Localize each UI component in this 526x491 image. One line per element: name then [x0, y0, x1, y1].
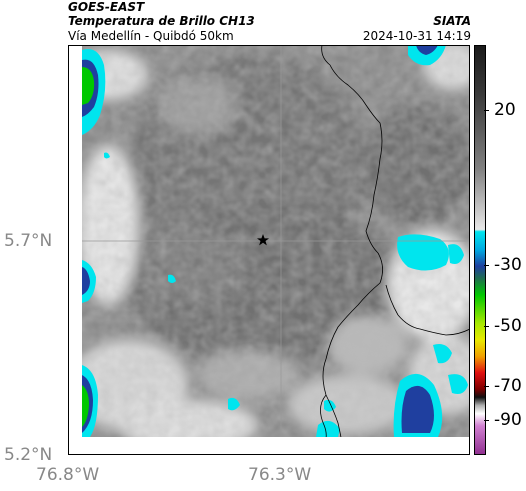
- nodata-strip: [82, 437, 470, 455]
- product-title: Temperatura de Brillo CH13: [68, 14, 255, 28]
- map-canvas: [68, 45, 470, 455]
- satellite-title: GOES-EAST: [68, 0, 145, 14]
- colorbar-tick: [484, 265, 489, 266]
- colorbar-tick: [484, 110, 489, 111]
- star-marker: [257, 234, 269, 246]
- lon-label-76-3: 76.3°W: [248, 465, 312, 485]
- department-border: [321, 45, 383, 455]
- cold-cloud-tops: [82, 45, 468, 437]
- colorbar-label-minus30: -30: [494, 255, 522, 275]
- department-border-branch-2: [385, 284, 399, 316]
- colorbar-label-minus90: -90: [494, 410, 522, 430]
- lon-label-76-8: 76.8°W: [36, 465, 100, 485]
- colorbar-label-20: 20: [494, 100, 516, 120]
- colorbar-label-minus70: -70: [494, 376, 522, 396]
- lat-label-5-7: 5.7°N: [4, 231, 53, 251]
- colorbar-tick: [484, 386, 489, 387]
- colorbar-tick: [484, 326, 489, 327]
- satellite-map: [68, 45, 470, 455]
- lat-label-5-2: 5.2°N: [4, 445, 53, 465]
- colorbar-label-minus50: -50: [494, 316, 522, 336]
- timestamp: 2024-10-31 14:19: [362, 29, 471, 43]
- region-label: Vía Medellín - Quibdó 50km: [68, 29, 234, 43]
- organization-label: SIATA: [433, 14, 471, 28]
- department-border-branch: [397, 314, 470, 336]
- map-frame: [68, 45, 470, 455]
- colorbar-tick: [484, 420, 489, 421]
- colorbar: [474, 45, 486, 455]
- nodata-left: [68, 45, 82, 455]
